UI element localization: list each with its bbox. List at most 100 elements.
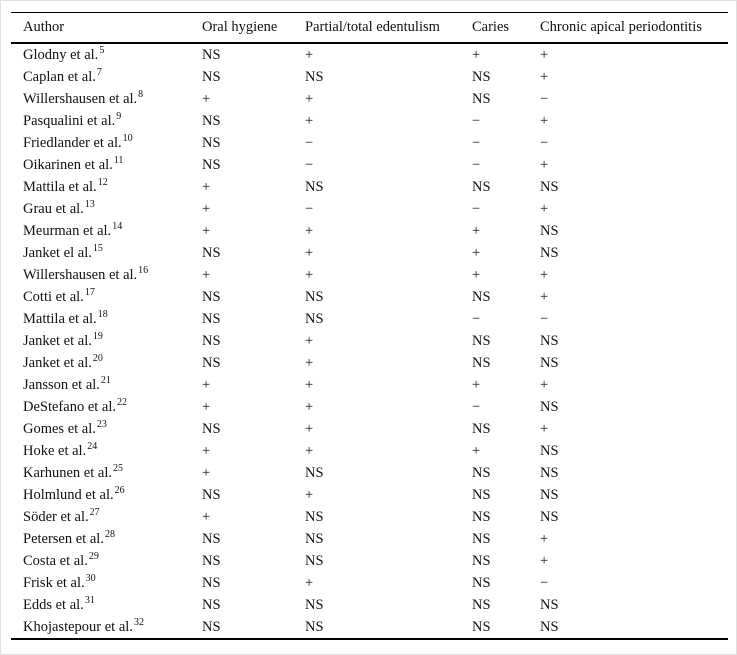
caries-cell: − xyxy=(472,156,481,173)
caries-cell: + xyxy=(472,442,481,459)
author-name: DeStefano et al. xyxy=(23,398,117,415)
author-cell: Edds et al.31 xyxy=(11,594,202,616)
author-cell: Friedlander et al.10 xyxy=(11,132,202,154)
edentulism-cell: NS xyxy=(305,530,324,547)
reference-number: 19 xyxy=(92,330,103,342)
oral-hygiene-cell: + xyxy=(202,222,211,239)
caries-cell: − xyxy=(472,398,481,415)
periodontitis-cell: NS xyxy=(540,398,559,415)
oral-hygiene-cell: NS xyxy=(202,420,221,437)
periodontitis-cell: NS xyxy=(540,332,559,349)
periodontitis-cell: NS xyxy=(540,618,559,635)
oral-hygiene-cell: NS xyxy=(202,134,221,151)
author-name: Karhunen et al. xyxy=(23,464,112,481)
oral-hygiene-cell: + xyxy=(202,398,211,415)
reference-number: 32 xyxy=(133,616,144,628)
periodontitis-cell: + xyxy=(540,288,549,305)
oral-hygiene-cell: NS xyxy=(202,332,221,349)
author-cell: Caplan et al.7 xyxy=(11,66,202,88)
column-header-caries: Caries xyxy=(472,12,540,44)
author-name: Edds et al. xyxy=(23,596,84,613)
oral-hygiene-cell: NS xyxy=(202,288,221,305)
author-name: Holmlund et al. xyxy=(23,486,114,503)
reference-number: 30 xyxy=(85,572,96,584)
table-row: Oikarinen et al.11 NS − − + xyxy=(11,154,728,176)
edentulism-cell: + xyxy=(305,376,314,393)
author-cell: Mattila et al.18 xyxy=(11,308,202,330)
reference-number: 25 xyxy=(112,462,123,474)
author-cell: Petersen et al.28 xyxy=(11,528,202,550)
edentulism-cell: + xyxy=(305,442,314,459)
table-row: DeStefano et al.22 + + − NS xyxy=(11,396,728,418)
reference-number: 14 xyxy=(112,220,123,232)
table-row: Petersen et al.28 NS NS NS + xyxy=(11,528,728,550)
reference-number: 27 xyxy=(89,506,100,518)
reference-number: 24 xyxy=(87,440,98,452)
author-name: Willershausen et al. xyxy=(23,266,138,283)
author-name: Mattila et al. xyxy=(23,310,97,327)
author-name: Glodny et al. xyxy=(23,46,99,63)
column-header-oral-hygiene: Oral hygiene xyxy=(202,12,305,44)
oral-hygiene-cell: + xyxy=(202,442,211,459)
edentulism-cell: NS xyxy=(305,178,324,195)
table-row: Mattila et al.18 NS NS − − xyxy=(11,308,728,330)
column-header-edentulism: Partial/total edentulism xyxy=(305,12,472,44)
edentulism-cell: NS xyxy=(305,288,324,305)
table-row: Friedlander et al.10 NS − − − xyxy=(11,132,728,154)
caries-cell: + xyxy=(472,244,481,261)
author-cell: Khojastepour et al.32 xyxy=(11,616,202,639)
periodontitis-cell: + xyxy=(540,552,549,569)
table-row: Janket et al.20 NS + NS NS xyxy=(11,352,728,374)
author-name: Cotti et al. xyxy=(23,288,84,305)
periodontitis-cell: NS xyxy=(540,222,559,239)
edentulism-cell: NS xyxy=(305,68,324,85)
edentulism-cell: NS xyxy=(305,310,324,327)
oral-hygiene-cell: NS xyxy=(202,156,221,173)
caries-cell: NS xyxy=(472,574,491,591)
periodontitis-cell: + xyxy=(540,266,549,283)
table-row: Khojastepour et al.32 NS NS NS NS xyxy=(11,616,728,639)
caries-cell: NS xyxy=(472,420,491,437)
edentulism-cell: + xyxy=(305,46,314,63)
table-row: Pasqualini et al.9 NS + − + xyxy=(11,110,728,132)
author-name: Janket et al. xyxy=(23,332,92,349)
periodontitis-cell: + xyxy=(540,200,549,217)
author-name: Gomes et al. xyxy=(23,420,96,437)
edentulism-cell: + xyxy=(305,574,314,591)
edentulism-cell: + xyxy=(305,398,314,415)
edentulism-cell: NS xyxy=(305,508,324,525)
reference-number: 8 xyxy=(138,88,144,100)
table-row: Mattila et al.12 + NS NS NS xyxy=(11,176,728,198)
table-row: Jansson et al.21 + + + + xyxy=(11,374,728,396)
table-body: Glodny et al.5 NS + + + Caplan et al.7 NS NS NS +… xyxy=(11,43,728,639)
reference-number: 12 xyxy=(97,176,108,188)
table-row: Janket el al.15 NS + + NS xyxy=(11,242,728,264)
table-row: Costa et al.29 NS NS NS + xyxy=(11,550,728,572)
table-row: Caplan et al.7 NS NS NS + xyxy=(11,66,728,88)
author-cell: Mattila et al.12 xyxy=(11,176,202,198)
oral-hygiene-cell: + xyxy=(202,464,211,481)
oral-hygiene-cell: NS xyxy=(202,112,221,129)
caries-cell: NS xyxy=(472,508,491,525)
oral-hygiene-cell: NS xyxy=(202,486,221,503)
table-container: Author Oral hygiene Partial/total edentu… xyxy=(11,12,728,640)
periodontitis-cell: + xyxy=(540,46,549,63)
periodontitis-cell: NS xyxy=(540,486,559,503)
reference-number: 29 xyxy=(88,550,99,562)
reference-number: 18 xyxy=(97,308,108,320)
author-cell: Söder et al.27 xyxy=(11,506,202,528)
oral-hygiene-cell: + xyxy=(202,376,211,393)
oral-hygiene-cell: NS xyxy=(202,354,221,371)
author-name: Frisk et al. xyxy=(23,574,85,591)
periodontitis-cell: NS xyxy=(540,178,559,195)
table-row: Glodny et al.5 NS + + + xyxy=(11,43,728,66)
oral-hygiene-cell: + xyxy=(202,266,211,283)
reference-number: 7 xyxy=(96,66,102,78)
caries-cell: NS xyxy=(472,354,491,371)
caries-cell: NS xyxy=(472,464,491,481)
caries-cell: − xyxy=(472,112,481,129)
caries-cell: NS xyxy=(472,68,491,85)
reference-number: 15 xyxy=(92,242,103,254)
reference-number: 21 xyxy=(100,374,111,386)
header-row: Author Oral hygiene Partial/total edentu… xyxy=(11,12,728,44)
